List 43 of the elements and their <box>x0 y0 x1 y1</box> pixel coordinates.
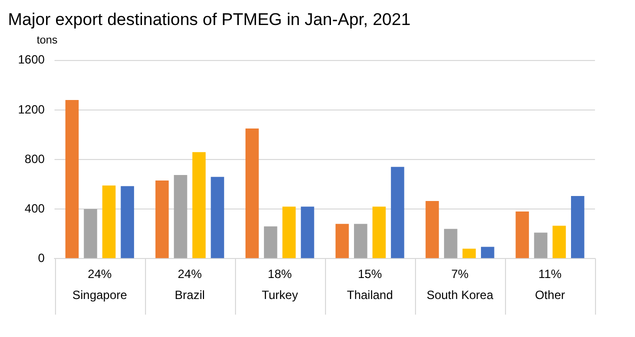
bar <box>192 152 206 258</box>
bar <box>174 174 188 258</box>
bar <box>534 232 548 258</box>
bar <box>552 226 566 258</box>
bar <box>102 186 116 258</box>
bar <box>336 224 349 258</box>
y-tick-label: 1600 <box>18 52 46 67</box>
bar <box>372 206 386 258</box>
bar <box>120 186 134 258</box>
bar <box>300 206 314 258</box>
bar <box>84 209 98 258</box>
bar <box>210 176 224 258</box>
bar <box>516 212 529 258</box>
bar <box>571 196 584 258</box>
x-tick-label: Brazil <box>174 288 205 302</box>
bar <box>354 224 368 258</box>
text: 11% <box>538 266 562 281</box>
bar <box>155 180 169 258</box>
x-tick-label: Thailand <box>346 288 393 302</box>
x-tick-label: Other <box>534 288 565 302</box>
text: 15% <box>358 266 382 281</box>
y-axis-title: tons <box>36 34 58 46</box>
bar <box>426 201 439 258</box>
y-tick-label: 1200 <box>18 102 46 116</box>
bar <box>390 166 404 258</box>
bar <box>480 246 494 258</box>
bar <box>245 128 259 258</box>
chart-title: Major export destinations of PTMEG in Jan-Apr, 2021 <box>8 10 411 29</box>
bar <box>282 206 296 258</box>
bar <box>264 226 278 258</box>
y-tick-label: 800 <box>24 152 46 166</box>
x-tick-label: Turkey <box>262 288 298 302</box>
text: 18% <box>268 266 292 281</box>
text: 7% <box>451 266 469 281</box>
text: 24% <box>178 266 202 281</box>
x-tick-label: South Korea <box>426 288 494 302</box>
bar <box>65 100 79 258</box>
text: 24% <box>88 266 112 281</box>
y-tick-label: 0 <box>38 250 46 265</box>
bar <box>444 228 458 258</box>
bar <box>462 248 476 258</box>
y-tick-label: 400 <box>24 201 46 216</box>
x-tick-label: Singapore <box>72 288 128 302</box>
